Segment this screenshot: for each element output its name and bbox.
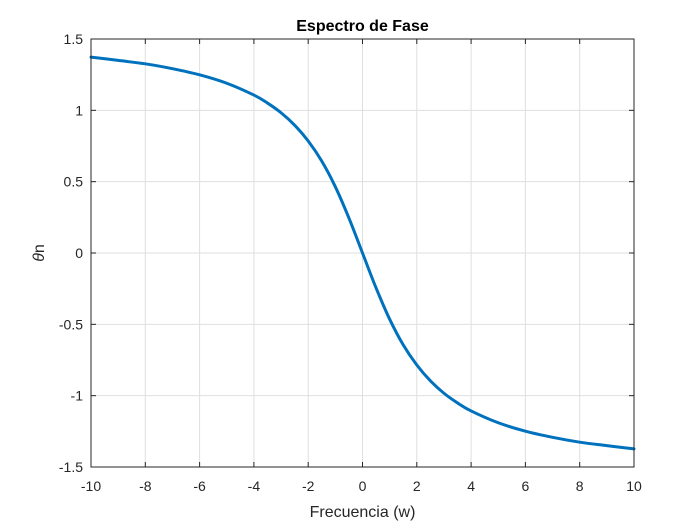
- x-tick-label: 2: [413, 478, 421, 494]
- x-tick-label: 6: [522, 478, 530, 494]
- y-tick-label: -0.5: [59, 316, 83, 332]
- x-tick-label: 0: [359, 478, 367, 494]
- chart-title: Espectro de Fase: [296, 18, 429, 35]
- x-axis-label: Frecuencia (w): [310, 504, 416, 521]
- y-tick-label: 0.5: [64, 174, 84, 190]
- x-tick-label: -4: [248, 478, 261, 494]
- ticks: -10 -8 -6 -4 -2 0 2 4 6 8 10 1.5 1 0.5 0 -0.5 -1 -1.5: [59, 31, 642, 494]
- x-tick-label: -8: [139, 478, 152, 494]
- series-layer: [89, 55, 636, 451]
- y-tick-label: 0: [75, 245, 83, 261]
- x-tick-label: -6: [193, 478, 206, 494]
- y-tick-label: -1: [71, 388, 84, 404]
- y-tick-label: -1.5: [59, 459, 83, 475]
- x-tick-label: -2: [302, 478, 315, 494]
- phase-series-line: [89, 55, 636, 451]
- y-tick-label: 1.5: [64, 31, 84, 47]
- y-axis-label: θn: [31, 244, 48, 262]
- y-tick-label: 1: [75, 102, 83, 118]
- x-tick-label: 10: [626, 478, 642, 494]
- x-tick-label: 4: [467, 478, 475, 494]
- y-axis-label-suffix: n: [31, 244, 48, 253]
- x-tick-label: 8: [576, 478, 584, 494]
- y-axis-label-symbol: θ: [31, 253, 48, 262]
- x-tick-label: -10: [81, 478, 101, 494]
